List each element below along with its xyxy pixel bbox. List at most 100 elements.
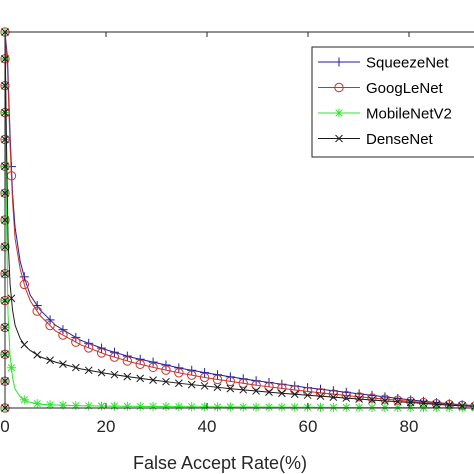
legend-entry-mobilenetv2: MobileNetV2: [318, 106, 452, 123]
legend-entry-densenet: DenseNet: [318, 131, 434, 148]
data-point: [123, 372, 132, 381]
legend-marker: [335, 134, 343, 143]
data-point: [329, 393, 338, 401]
legend-marker: [334, 82, 344, 93]
data-point: [471, 402, 474, 411]
data-point: [109, 401, 119, 411]
data-point: [354, 402, 364, 412]
data-point: [355, 395, 363, 403]
data-point: [368, 396, 376, 404]
data-point: [136, 374, 145, 383]
data-point: [97, 401, 107, 411]
data-point: [122, 356, 133, 366]
data-point: [135, 359, 145, 369]
data-point: [187, 402, 197, 412]
data-point: [58, 325, 68, 335]
data-point: [174, 402, 184, 412]
data-point: [187, 365, 197, 375]
data-point: [341, 390, 351, 401]
data-point: [84, 366, 93, 375]
data-point: [187, 370, 197, 380]
data-point: [59, 360, 67, 368]
data-point: [84, 401, 94, 411]
data-point: [225, 402, 235, 412]
data-point: [148, 401, 158, 411]
data-point: [149, 376, 157, 384]
data-point: [148, 362, 158, 373]
data-point: [277, 402, 287, 412]
data-point: [84, 343, 94, 353]
data-point: [200, 368, 210, 378]
data-point: [290, 402, 300, 412]
data-point: [19, 395, 29, 405]
data-point: [251, 380, 261, 390]
x-tick-label: 0: [0, 417, 9, 436]
data-point: [213, 383, 222, 392]
data-point: [162, 377, 170, 386]
data-point: [212, 402, 222, 412]
series-layer: [0, 27, 474, 413]
legend-entry-squeezenet: SqueezeNet: [318, 55, 449, 72]
data-point: [174, 379, 183, 388]
data-point: [303, 391, 312, 400]
data-point: [122, 401, 132, 411]
data-point: [174, 363, 184, 373]
x-tick-label: 60: [299, 417, 318, 436]
data-point: [33, 351, 42, 359]
data-point: [264, 382, 274, 392]
data-point: [316, 392, 325, 401]
data-point: [200, 382, 209, 390]
data-point: [238, 402, 248, 412]
legend: SqueezeNet GoogLeNet MobileNetV2 DenseNet: [311, 46, 474, 158]
x-ticks: 0 20 40 60 80: [0, 32, 418, 436]
x-axis-title: False Accept Rate(%): [133, 453, 307, 473]
data-point: [380, 392, 390, 402]
data-point: [367, 402, 377, 412]
data-point: [58, 330, 68, 340]
data-point: [97, 343, 107, 353]
data-point: [315, 388, 326, 398]
legend-entry-googlenet: GoogLeNet: [318, 80, 444, 97]
data-point: [381, 397, 389, 405]
x-tick-label: 20: [97, 417, 116, 436]
data-point: [6, 363, 16, 373]
data-point: [341, 402, 351, 412]
data-point: [161, 402, 171, 412]
data-point: [110, 370, 119, 379]
data-point: [328, 389, 339, 399]
series-line-densenet: [4, 31, 474, 407]
legend-marker: [334, 108, 344, 118]
data-point: [32, 301, 42, 311]
data-point: [109, 347, 119, 357]
data-point: [226, 384, 235, 393]
data-point: [161, 365, 171, 375]
data-point: [122, 351, 132, 361]
data-point: [264, 402, 274, 412]
data-point: [238, 378, 248, 389]
data-point: [71, 363, 80, 372]
data-point: [354, 392, 364, 402]
data-point: [419, 399, 428, 408]
data-point: [71, 332, 81, 342]
legend-label: MobileNetV2: [366, 106, 452, 123]
data-point: [71, 337, 81, 347]
data-point: [315, 402, 325, 412]
data-point: [58, 400, 68, 410]
data-point: [445, 401, 454, 409]
data-point: [148, 357, 158, 367]
data-point: [174, 368, 184, 378]
data-point: [161, 360, 171, 370]
data-point: [278, 389, 286, 398]
data-point: [46, 356, 54, 365]
data-point: [19, 279, 30, 290]
data-point: [432, 400, 441, 409]
data-point: [328, 402, 338, 412]
data-point: [20, 340, 29, 349]
data-point: [97, 368, 106, 377]
x-tick-label: 80: [400, 417, 419, 436]
data-point: [32, 399, 42, 409]
series-line-mobilenetv2: [4, 31, 474, 409]
legend-label: DenseNet: [366, 131, 434, 148]
data-point: [45, 320, 55, 331]
